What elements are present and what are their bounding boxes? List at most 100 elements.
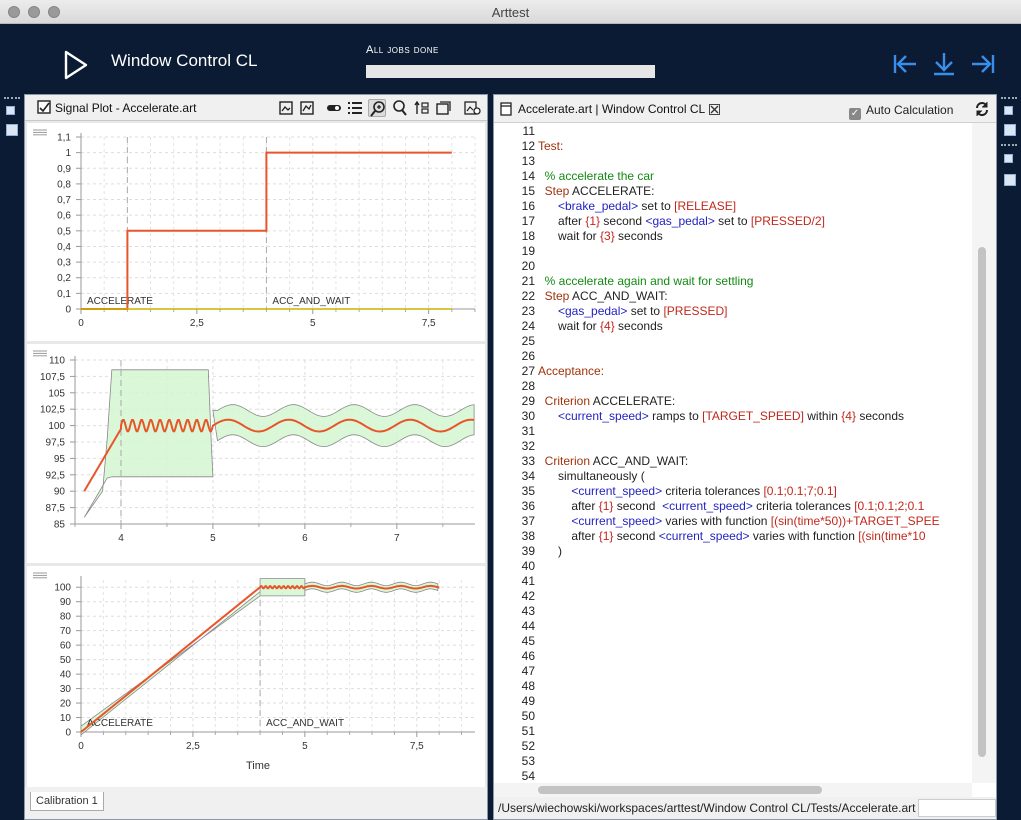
code-line[interactable]: % accelerate again and wait for settling — [538, 274, 754, 288]
document-icon — [500, 102, 512, 116]
horizontal-scroll-thumb[interactable] — [538, 786, 822, 794]
tolerance-band — [304, 581, 439, 593]
code-token: wait for — [538, 319, 601, 333]
sort-button[interactable] — [413, 99, 431, 117]
code-token: seconds — [614, 319, 663, 333]
vertical-scroll-thumb[interactable] — [978, 247, 986, 757]
code-line[interactable]: % accelerate the car — [538, 169, 654, 183]
y-tick-label: 0,4 — [57, 242, 71, 253]
y-tick-label: 0,3 — [57, 258, 71, 269]
code-line[interactable]: <brake_pedal> set to [RELEASE] — [538, 199, 736, 213]
line-number: 54 — [521, 769, 535, 783]
y-tick-label: 92,5 — [46, 470, 66, 481]
code-line[interactable]: <current_speed> criteria tolerances [0.1… — [538, 484, 837, 498]
app-header: Window Control CL All jobs done — [0, 24, 1021, 94]
code-line[interactable]: Criterion ACCELERATE: — [538, 394, 676, 408]
x-axis-label: Time — [246, 760, 270, 772]
zoom-window-button[interactable] — [48, 6, 60, 18]
code-token: Acceptance: — [538, 364, 605, 378]
code-token: second — [600, 214, 646, 228]
x-tick-label: 6 — [302, 533, 308, 544]
y-tick-label: 90 — [60, 597, 72, 608]
code-token: ACCELERATE: — [592, 394, 676, 408]
code-editor[interactable]: 11 12 Test: 13 14 % accelerate the car 15 Ste… — [494, 123, 972, 783]
line-number: 50 — [521, 709, 535, 723]
code-token: {1} — [598, 529, 614, 543]
plot-1[interactable]: 1,1 1 0,9 0,8 0,7 0,6 0,5 0,4 0,3 0,2 0,1 0 0 2,5 5 7,5… — [27, 123, 485, 341]
code-line[interactable]: Step ACCELERATE: — [538, 184, 655, 198]
tab-calibration-1[interactable]: Calibration 1 — [30, 792, 104, 811]
code-line[interactable]: <current_speed> ramps to [TARGET_SPEED] … — [538, 409, 904, 423]
y-tick-label: 60 — [60, 641, 72, 652]
restore-icon[interactable] — [1004, 154, 1013, 163]
code-line[interactable]: Criterion ACC_AND_WAIT: — [538, 454, 689, 468]
export-plot-button[interactable] — [298, 99, 316, 117]
zoom-button[interactable] — [368, 99, 386, 117]
code-line[interactable]: wait for {4} seconds — [538, 319, 663, 333]
y-tick-label: 0,5 — [57, 226, 71, 237]
code-line[interactable]: Acceptance: — [538, 364, 604, 378]
plot-2[interactable]: 110 107,5 105 102,5 100 97,5 95 92,5 90 87,5 85 4 5 6… — [27, 344, 485, 563]
list-button[interactable] — [346, 99, 364, 117]
view-icon[interactable] — [1004, 174, 1016, 186]
y-tick-label: 0 — [65, 305, 71, 316]
zoom-icon — [370, 101, 385, 117]
code-line[interactable]: simultaneously ( — [538, 469, 645, 483]
strip-dots — [4, 97, 20, 99]
tab-editor[interactable]: Accelerate.art | Window Control CL — [518, 102, 705, 116]
code-line[interactable]: wait for {3} seconds — [538, 229, 663, 243]
code-line[interactable]: after {1} second <current_speed> criteri… — [538, 499, 924, 513]
export-image-button[interactable] — [277, 99, 295, 117]
code-token: seconds — [614, 229, 663, 243]
y-tick-label: 107,5 — [40, 372, 65, 383]
minimize-window-button[interactable] — [28, 6, 40, 18]
vertical-scrollbar[interactable] — [972, 123, 996, 783]
download-button[interactable] — [931, 51, 957, 77]
line-number: 22 — [521, 289, 535, 303]
x-tick-label: 5 — [310, 318, 316, 329]
restore-icon[interactable] — [6, 106, 15, 115]
line-number: 47 — [521, 664, 535, 678]
toggle-button[interactable] — [325, 99, 343, 117]
code-token: {1} — [598, 499, 614, 513]
code-token: <gas_pedal> — [645, 214, 715, 228]
auto-calculation-checkbox[interactable]: ✓ Auto Calculation — [849, 103, 953, 120]
layers-button[interactable] — [434, 99, 452, 117]
y-tick-label: 70 — [60, 626, 72, 637]
search-signal-button[interactable] — [391, 99, 409, 117]
refresh-icon[interactable] — [974, 101, 990, 117]
horizontal-scrollbar[interactable] — [494, 783, 972, 797]
plot-2-canvas[interactable]: 110 107,5 105 102,5 100 97,5 95 92,5 90 87,5 85 4 5 6… — [27, 344, 485, 563]
code-line[interactable]: ) — [538, 544, 562, 558]
plot-3[interactable]: 100 90 80 70 60 50 40 30 20 10 0 0 2,5 5 7,5 ACCELERATE… — [27, 566, 485, 787]
code-token: {4} — [600, 319, 615, 333]
run-button[interactable] — [60, 48, 90, 82]
y-tick-label: 0,7 — [57, 195, 71, 206]
download-icon — [934, 53, 954, 76]
settings-button[interactable] — [463, 99, 481, 117]
code-line[interactable]: after {1} second <gas_pedal> set to [PRE… — [538, 214, 825, 228]
close-window-button[interactable] — [8, 6, 20, 18]
code-line[interactable]: <gas_pedal> set to [PRESSED] — [538, 304, 727, 318]
phase-label: ACC_AND_WAIT — [266, 718, 344, 729]
code-token: <brake_pedal> — [538, 199, 639, 213]
last-button[interactable] — [970, 51, 996, 77]
line-number: 16 — [521, 199, 535, 213]
project-title: Window Control CL — [111, 51, 258, 70]
tolerance-band — [80, 578, 306, 736]
restore-icon[interactable] — [1004, 106, 1013, 115]
plot-1-canvas[interactable]: 1,1 1 0,9 0,8 0,7 0,6 0,5 0,4 0,3 0,2 0,1 00 2,5 5 7,5… — [27, 123, 485, 341]
code-line[interactable]: Test: — [538, 139, 563, 153]
code-line[interactable]: after {1} second <current_speed> varies … — [538, 529, 925, 543]
view-icon[interactable] — [6, 124, 18, 136]
code-token: second — [613, 499, 663, 513]
code-line[interactable]: <current_speed> varies with function [(s… — [538, 514, 939, 528]
tab-signal-plot[interactable]: Signal Plot - Accelerate.art — [37, 100, 196, 115]
code-line[interactable]: Step ACC_AND_WAIT: — [538, 289, 668, 303]
export-image-icon — [279, 101, 293, 115]
close-tab-icon[interactable] — [709, 104, 720, 115]
code-token: wait for — [538, 229, 601, 243]
view-icon[interactable] — [1004, 124, 1016, 136]
first-button[interactable] — [892, 51, 918, 77]
